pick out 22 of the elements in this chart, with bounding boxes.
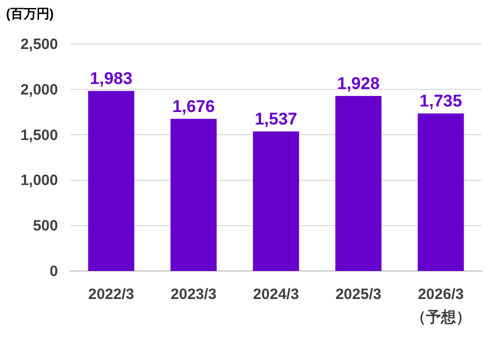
y-axis-title: (百万円) [6,6,54,21]
x-tick-label: 2025/3 [335,286,382,303]
bar [252,131,300,271]
bar [335,96,382,271]
y-tick-label: 500 [32,218,58,235]
y-tick-label: 0 [50,263,58,280]
y-tick-label: 1,000 [20,172,58,190]
x-tick-label: 2022/3 [88,286,134,303]
x-tick-label: 2024/3 [253,286,299,303]
data-label: 1,676 [172,96,215,116]
data-label: 1,735 [420,91,462,110]
data-label: 1,537 [254,109,298,128]
data-label: 1,983 [90,68,132,88]
data-label: 1,928 [337,74,380,93]
y-tick-label: 1,500 [20,126,58,144]
y-tick-label: 2,500 [20,36,58,53]
bar [170,118,217,271]
bar [418,113,464,271]
bar [88,90,134,271]
x-tick-label: 2026/3 （予想） [410,286,471,326]
y-tick-label: 2,000 [20,81,58,98]
x-tick-label: 2023/3 [170,286,217,303]
